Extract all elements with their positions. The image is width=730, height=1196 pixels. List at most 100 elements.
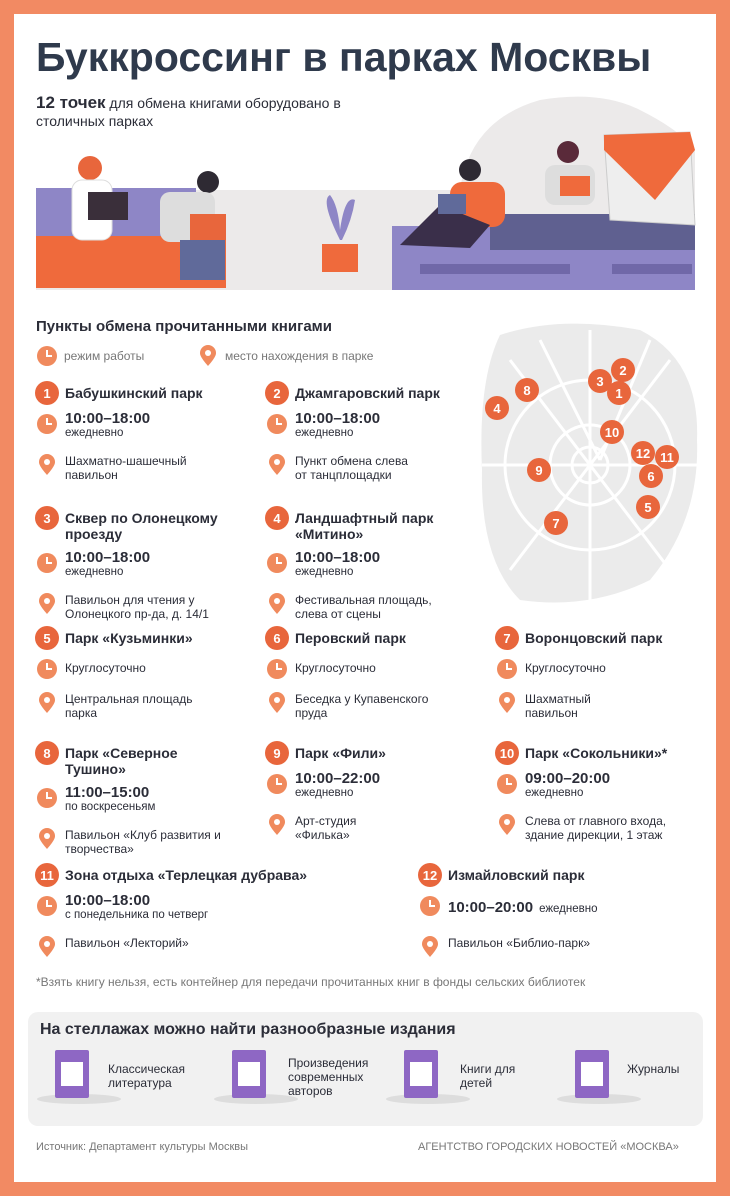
agency: АГЕНТСТВО ГОРОДСКИХ НОВОСТЕЙ «МОСКВА» — [418, 1141, 679, 1153]
clock-icon — [37, 553, 57, 573]
park-place: Арт-студия «Филька» — [295, 814, 357, 842]
park-name: Зона отдыха «Терлецкая дубрава» — [65, 867, 308, 883]
park-days: ежедневно — [295, 427, 354, 439]
park-hours: Круглосуточно — [295, 661, 376, 675]
person — [78, 156, 102, 180]
park-hours: 10:00–18:00 — [65, 549, 151, 566]
editions-title: На стеллажах можно найти разнообразные и… — [40, 1021, 456, 1038]
park-place: Пункт обмена слева от танцплощадки — [295, 454, 408, 482]
park-hours: 10:00–22:00 — [295, 770, 381, 787]
park-number: 12 — [418, 863, 442, 887]
park-name: Джамгаровский парк — [295, 385, 440, 401]
clock-icon — [497, 774, 517, 794]
park-number: 6 — [265, 626, 289, 650]
map-marker: 11 — [655, 445, 679, 469]
map-marker: 7 — [544, 511, 568, 535]
park-number: 1 — [35, 381, 59, 405]
park-hours: 10:00–18:00 — [65, 410, 151, 427]
park-place: Центральная площадь парка — [65, 692, 193, 720]
clock-icon — [420, 896, 440, 916]
park-place: Павильон «Библио-парк» — [448, 936, 590, 950]
park-days: ежедневно — [539, 903, 598, 915]
map-marker: 9 — [527, 458, 551, 482]
park-days: ежедневно — [525, 787, 584, 799]
person — [557, 141, 579, 163]
footnote: *Взять книгу нельзя, есть контейнер для … — [36, 975, 586, 989]
map-marker: 6 — [639, 464, 663, 488]
person — [400, 205, 490, 248]
pin-icon — [200, 345, 216, 366]
park-place: Павильон «Клуб развития и творчества» — [65, 828, 221, 856]
clock-icon — [37, 788, 57, 808]
park-name: Парк «Сокольники»* — [525, 745, 668, 761]
park-number: 10 — [495, 741, 519, 765]
lead-number: 12 точек — [36, 93, 106, 112]
park-days: с понедельника по четверг — [65, 909, 209, 921]
pin-icon — [39, 828, 55, 849]
book-cover — [61, 1062, 83, 1086]
park-name: Воронцовский парк — [525, 630, 663, 646]
park-hours: 10:00–20:00 — [448, 899, 534, 916]
edition-label: Журналы — [627, 1062, 680, 1076]
book-shadow — [37, 1094, 121, 1104]
park-hours: Круглосуточно — [65, 661, 146, 675]
park-name: Ландшафтный парк «Митино» — [295, 510, 434, 542]
park-number: 7 — [495, 626, 519, 650]
pin-icon — [499, 814, 515, 835]
book-shadow — [557, 1094, 641, 1104]
park-hours: 10:00–18:00 — [65, 892, 151, 909]
clock-icon — [37, 346, 57, 366]
clock-icon — [37, 414, 57, 434]
park-name: Парк «Северное Тушино» — [65, 745, 178, 777]
pin-icon — [39, 593, 55, 614]
map-marker: 8 — [515, 378, 539, 402]
book-shadow — [214, 1094, 298, 1104]
plant — [326, 195, 355, 240]
pin-icon — [269, 692, 285, 713]
pin-icon — [499, 692, 515, 713]
park-days: ежедневно — [295, 787, 354, 799]
book-cover — [410, 1062, 432, 1086]
park-days: по воскресеньям — [65, 801, 156, 813]
big-book — [604, 132, 695, 200]
park-hours: 10:00–18:00 — [295, 549, 381, 566]
park-hours: 10:00–18:00 — [295, 410, 381, 427]
map-marker: 2 — [611, 358, 635, 382]
map-marker: 5 — [636, 495, 660, 519]
park-place: Шахматно-шашечный павильон — [65, 454, 187, 482]
pot — [322, 244, 358, 272]
clock-icon — [267, 414, 287, 434]
park-number: 11 — [35, 863, 59, 887]
pin-icon — [269, 593, 285, 614]
park-place: Беседка у Купавенского пруда — [295, 692, 429, 720]
clock-icon — [267, 774, 287, 794]
map-marker: 4 — [485, 396, 509, 420]
section-title: Пункты обмена прочитанными книгами — [36, 318, 332, 335]
hours-row: 10:00–20:00 ежедневно — [448, 899, 598, 917]
park-place: Павильон «Лекторий» — [65, 936, 189, 950]
map-marker: 10 — [600, 420, 624, 444]
book — [438, 194, 466, 214]
book — [560, 176, 590, 196]
book — [88, 192, 128, 220]
park-name: Перовский парк — [295, 630, 406, 646]
park-hours: Круглосуточно — [525, 661, 606, 675]
platform-stripe — [420, 264, 570, 274]
park-days: ежедневно — [295, 566, 354, 578]
edition-label: Произведения современных авторов — [288, 1056, 369, 1098]
park-place: Павильон для чтения у Олонецкого пр-да, … — [65, 593, 209, 621]
legend-hours: режим работы — [64, 349, 145, 363]
park-hours: 09:00–20:00 — [525, 770, 611, 787]
park-number: 3 — [35, 506, 59, 530]
person — [180, 240, 225, 280]
pin-icon — [39, 692, 55, 713]
park-place: Слева от главного входа, здание дирекции… — [525, 814, 667, 842]
park-name: Парк «Фили» — [295, 745, 386, 761]
edition-label: Книги для детей — [460, 1062, 516, 1090]
park-number: 8 — [35, 741, 59, 765]
pin-icon — [39, 936, 55, 957]
clock-icon — [37, 896, 57, 916]
person — [197, 171, 219, 193]
clock-icon — [267, 553, 287, 573]
